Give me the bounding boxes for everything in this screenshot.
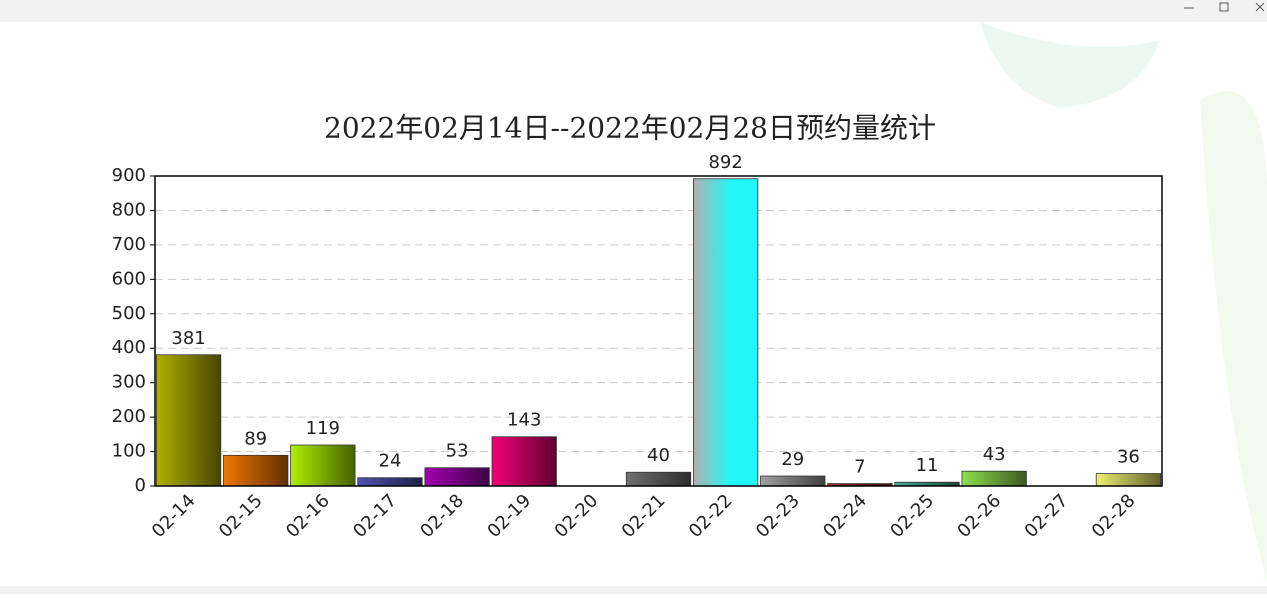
x-tick-label: 02-28: [1088, 490, 1140, 542]
data-label: 53: [446, 441, 469, 462]
data-label: 36: [1117, 447, 1140, 468]
bar: [424, 467, 490, 487]
x-tick-label: 02-21: [618, 490, 670, 542]
bar: [491, 436, 557, 487]
data-label: 43: [983, 444, 1006, 465]
data-label: 89: [244, 428, 267, 449]
data-label: 40: [647, 445, 670, 466]
bar: [290, 444, 356, 487]
data-label: 381: [171, 328, 205, 349]
y-tick-label: 900: [112, 165, 146, 186]
y-tick-label: 0: [135, 475, 146, 496]
x-tick-label: 02-22: [685, 490, 737, 542]
bar: [760, 475, 826, 487]
data-label: 119: [306, 418, 340, 439]
x-tick-label: 02-23: [752, 490, 804, 542]
data-label: 11: [916, 455, 939, 476]
x-tick-label: 02-16: [282, 490, 334, 542]
data-label: 24: [379, 451, 402, 472]
y-tick-label: 200: [112, 406, 146, 427]
y-tick-label: 400: [112, 337, 146, 358]
x-tick-label: 02-14: [148, 490, 200, 542]
y-tick-label: 300: [112, 372, 146, 393]
x-tick-label: 02-24: [819, 490, 871, 542]
plot-frame: [154, 175, 1163, 487]
chart-title: 2022年02月14日--2022年02月28日预约量统计: [324, 112, 936, 145]
x-tick-label: 02-27: [1021, 490, 1073, 542]
data-label: 7: [854, 457, 865, 478]
y-tick-label: 100: [112, 441, 146, 462]
x-tick-label: 02-19: [483, 490, 535, 542]
x-tick-label: 02-25: [886, 490, 938, 542]
x-tick-label: 02-17: [349, 490, 401, 542]
y-tick-label: 700: [112, 234, 146, 255]
y-tick-label: 800: [112, 199, 146, 220]
bar: [693, 178, 759, 487]
data-label: 143: [507, 410, 541, 431]
x-tick-label: 02-15: [215, 490, 267, 542]
status-bar: [0, 586, 1267, 594]
data-label: 892: [708, 152, 742, 173]
bar: [961, 470, 1027, 487]
y-tick-label: 500: [112, 303, 146, 324]
x-tick-label: 02-26: [953, 490, 1005, 542]
bar: [1095, 473, 1162, 487]
maximize-button[interactable]: [1219, 2, 1229, 12]
bar: [155, 354, 222, 487]
close-button[interactable]: [1255, 2, 1265, 12]
bar: [357, 477, 423, 487]
background-decoration: [1200, 91, 1267, 580]
data-label: 29: [781, 449, 804, 470]
y-tick-label: 600: [112, 268, 146, 289]
bar: [223, 454, 289, 487]
background-decoration: [980, 22, 1160, 108]
x-tick-label: 02-20: [551, 490, 603, 542]
title-bar: [0, 0, 1267, 22]
x-tick-label: 02-18: [416, 490, 468, 542]
bar: [625, 471, 692, 487]
